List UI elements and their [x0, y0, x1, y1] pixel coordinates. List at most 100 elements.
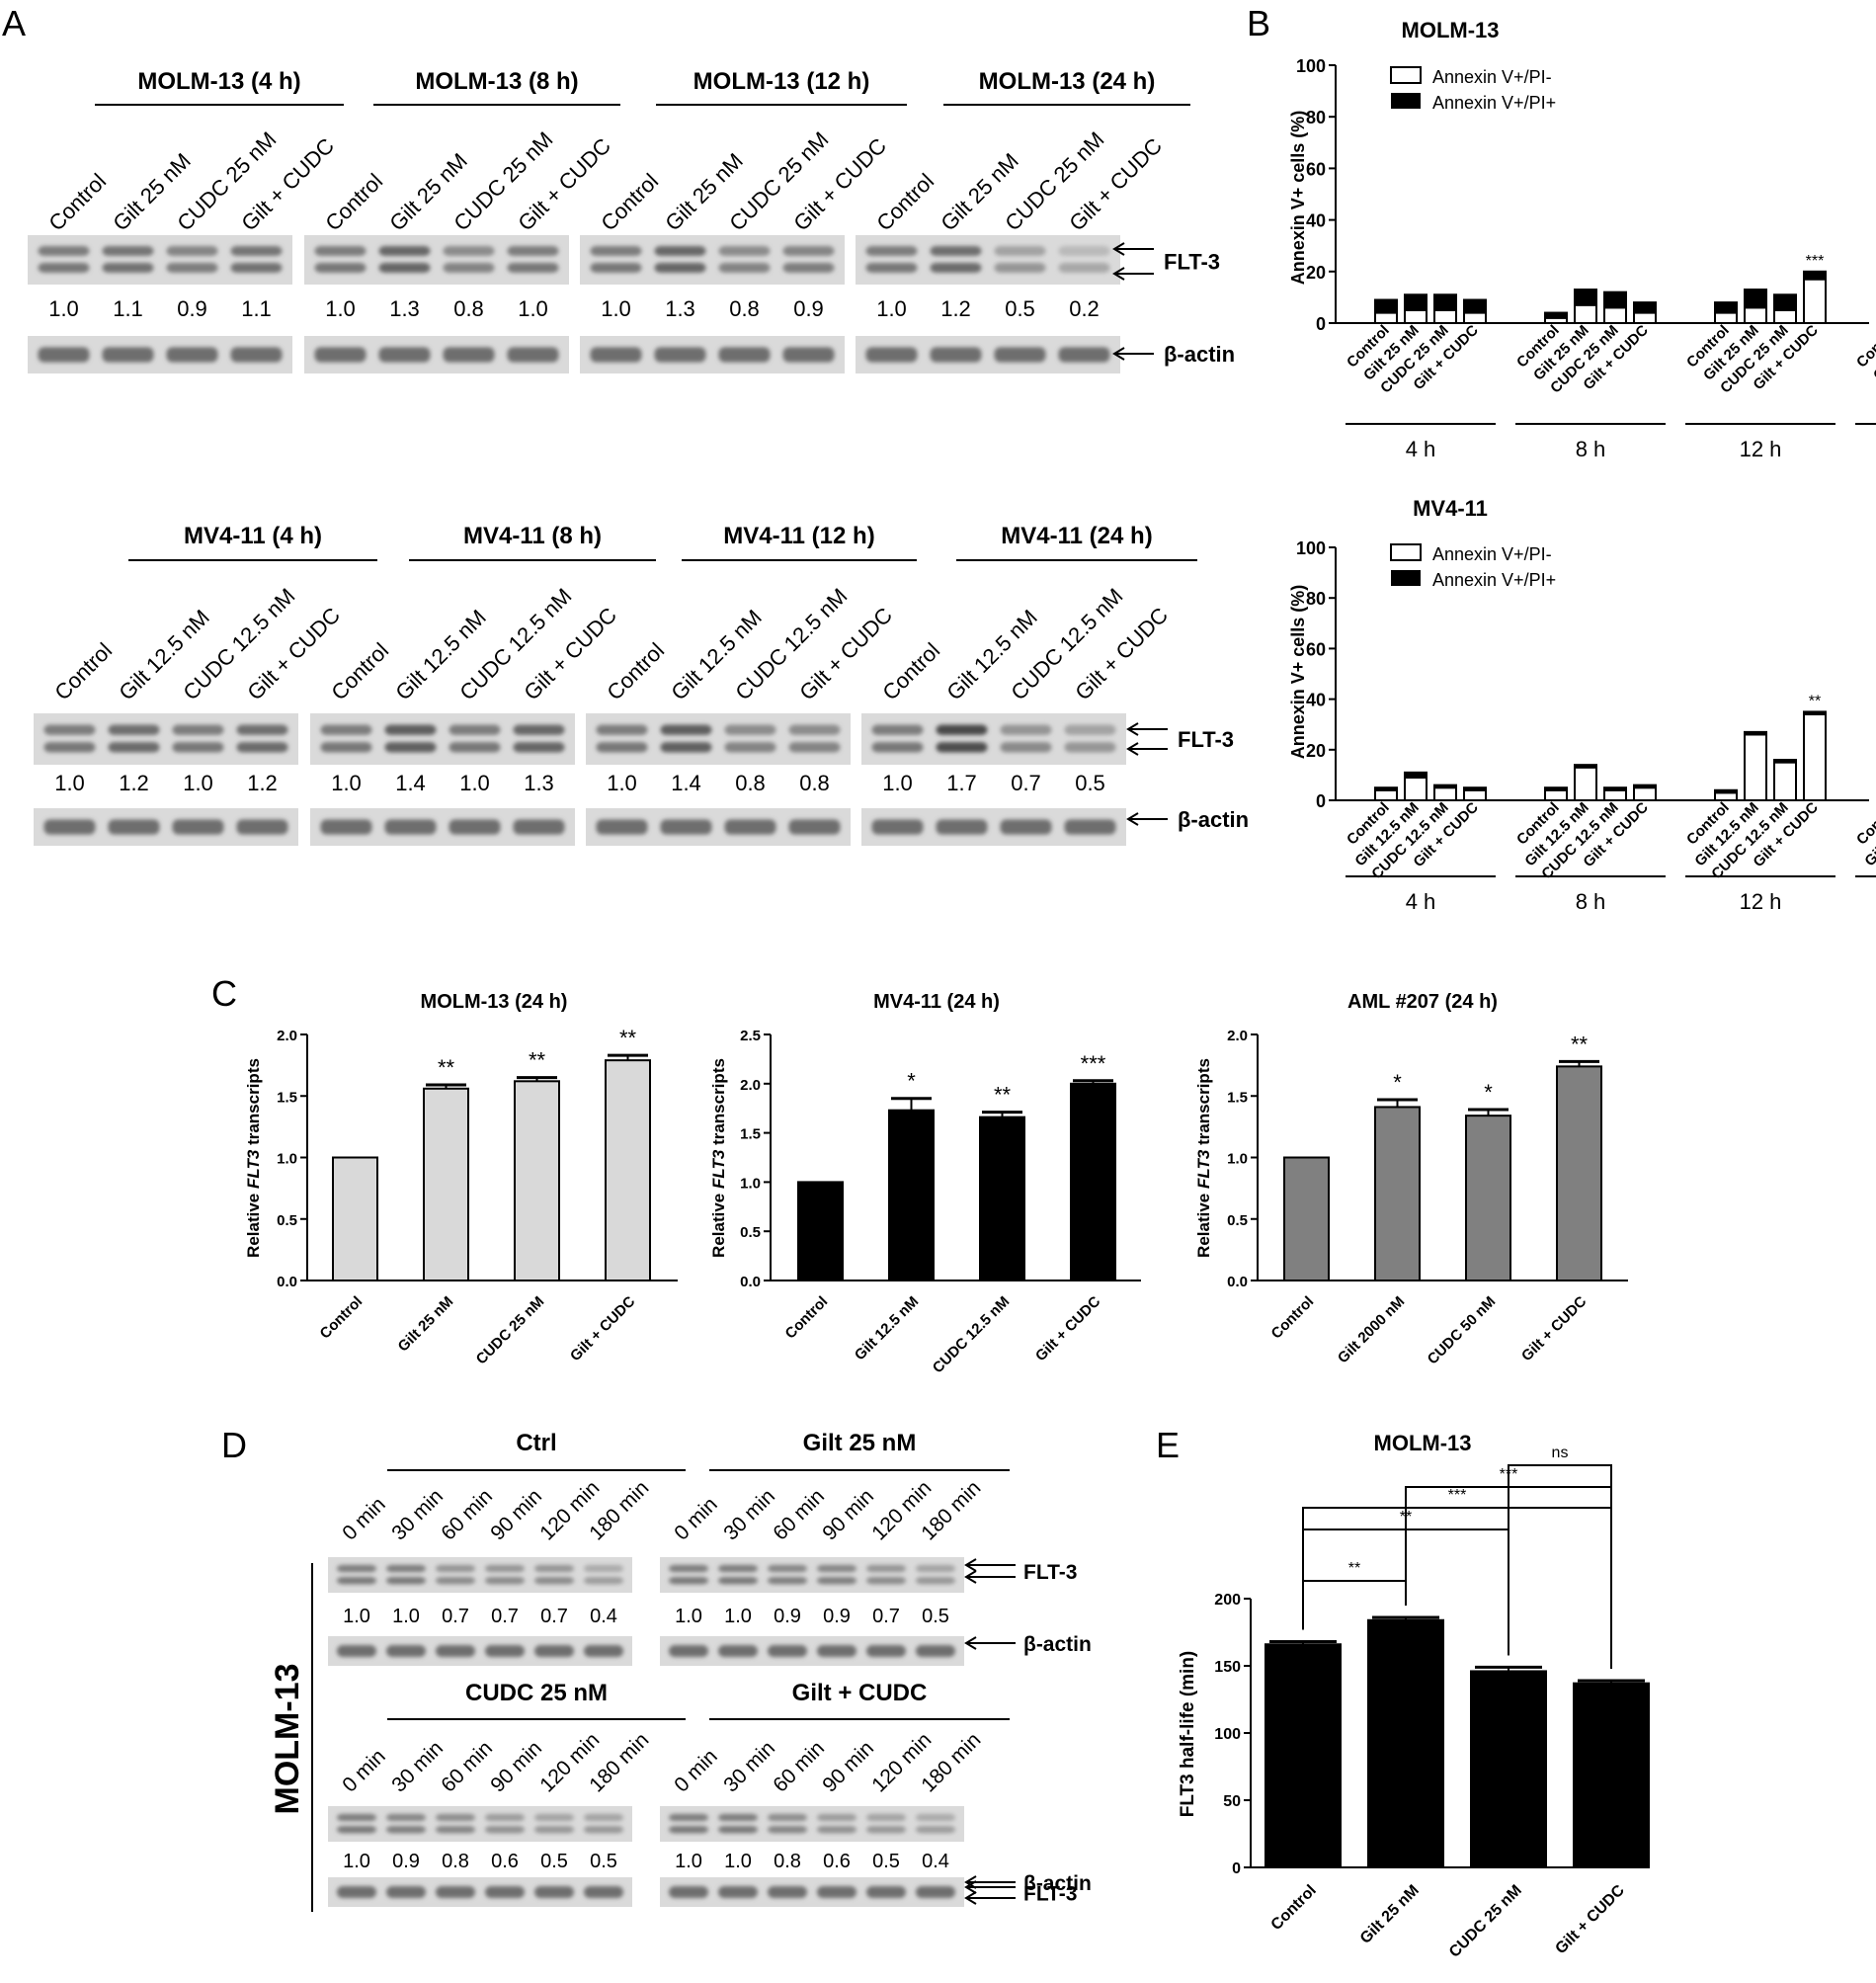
blot-a-5-lane-label: Control [326, 638, 393, 705]
blot-a-2-actin-band [654, 347, 706, 363]
blot-d-3-density-value: 0.5 [872, 1851, 900, 1872]
blot-a-2-flt3-band-lower [590, 263, 642, 273]
arrow-actin-head [964, 1875, 977, 1889]
arrow-actin-head [1112, 347, 1125, 361]
blot-d-3-flt3-band-lower [817, 1826, 856, 1834]
blot-d-2-flt3-strip [328, 1806, 632, 1842]
blot-a-1-actin-band [314, 347, 367, 363]
blot-a-6-title: MV4-11 (12 h) [723, 523, 874, 549]
bar-pi-pos [1574, 289, 1597, 306]
blot-a-6-lane-label: Control [602, 638, 669, 705]
blot-d-1-flt3-band-lower [669, 1577, 708, 1585]
blot-a-3-title: MOLM-13 (24 h) [979, 68, 1156, 95]
bar-pi-pos [1433, 293, 1457, 311]
blot-a-1-flt3-band-upper [443, 246, 495, 256]
blot-a-2-flt3-band-upper [590, 246, 642, 256]
blot-a-6-flt3-band-lower [788, 742, 841, 753]
chart-c-ytick-label: 0.5 [740, 1224, 761, 1241]
blot-a-4-flt3-band-upper [236, 724, 288, 735]
significance-label: * [907, 1069, 916, 1094]
blot-a-4-flt3-band-upper [172, 724, 224, 735]
bar-pi-neg [1744, 733, 1767, 801]
blot-a-0-flt3-band-lower [38, 263, 90, 273]
chart-c-title: AML #207 (24 h) [1347, 991, 1498, 1013]
bar-pi-pos [1803, 270, 1827, 281]
blot-a-2-flt3-band-upper [782, 246, 835, 256]
blot-d-2-actin-band [534, 1886, 574, 1898]
blot-d-2-actin-band [386, 1886, 426, 1898]
chart-b-ytick-label: 60 [1306, 159, 1326, 179]
blot-d-1-flt3-band-lower [866, 1577, 906, 1585]
blot-d-3-actin-strip [660, 1877, 964, 1907]
blot-a-3-density-value: 0.5 [1005, 296, 1035, 321]
blot-a-7-flt3-band-lower [1064, 742, 1116, 753]
blot-d-3-flt3-band-lower [916, 1826, 955, 1834]
blot-a-7-flt3-strip [861, 713, 1126, 765]
group-label: 12 h [1740, 437, 1782, 461]
blot-d-2-density-value: 0.5 [540, 1851, 568, 1872]
blot-d-0-actin-band [584, 1645, 623, 1657]
blot-a-0-density-value: 1.1 [241, 296, 272, 321]
blot-a-3-actin-band [865, 347, 918, 363]
blot-a-6-actin-band [724, 819, 776, 835]
actin-label: β-actin [1023, 1872, 1092, 1895]
chart-b-ytick-label: 40 [1306, 211, 1326, 231]
bar-pi-pos [1433, 784, 1457, 789]
blot-d-3-density-value: 0.4 [922, 1851, 949, 1872]
blot-a-6-flt3-band-upper [724, 724, 776, 735]
ylabel-gene: FLT3 [709, 1149, 728, 1189]
blot-a-3-flt3-strip [856, 235, 1120, 285]
bar-pi-pos [1744, 289, 1767, 309]
blot-d-3-flt3-band-lower [768, 1826, 807, 1834]
blot-d-1-flt3-band-upper [866, 1564, 906, 1573]
blot-d-3-actin-band [866, 1886, 906, 1898]
blot-d-0-flt3-strip [328, 1557, 632, 1593]
blot-a-3-flt3-band-lower [865, 263, 918, 273]
chart-b-title: MOLM-13 [1402, 18, 1500, 42]
blot-a-4-actin-band [108, 819, 160, 835]
blot-d-3-density-value: 0.6 [823, 1851, 851, 1872]
category-label: Gilt + CUDC [567, 1293, 639, 1365]
blot-a-7-flt3-band-upper [936, 724, 988, 735]
blot-a-0-actin-band [166, 347, 218, 363]
category-label: Gilt + CUDC [1032, 1293, 1104, 1365]
blot-a-0-flt3-band-lower [166, 263, 218, 273]
bar [1367, 1618, 1444, 1869]
bar-pi-neg [1463, 311, 1487, 324]
blot-d-0-lane-label: 0 min [338, 1493, 390, 1545]
group-label: 8 h [1576, 889, 1606, 914]
blot-d-0-title: Ctrl [516, 1430, 556, 1456]
blot-d-1-lane-label: 90 min [818, 1485, 878, 1545]
bar-pi-pos [1574, 764, 1597, 769]
chart-b-ytick-label: 80 [1306, 108, 1326, 127]
blot-a-7-density-value: 0.5 [1075, 771, 1105, 795]
blot-d-1-density-value: 0.5 [922, 1606, 949, 1627]
bar-pi-neg [1714, 311, 1738, 324]
bar-pi-pos [1714, 301, 1738, 314]
blot-d-3-flt3-band-lower [866, 1826, 906, 1834]
panel-letter-b: B [1247, 3, 1270, 43]
chart-c-ytick-label: 1.0 [740, 1175, 761, 1192]
blot-a-0-flt3-band-upper [38, 246, 90, 256]
blot-a-7-actin-band [1064, 819, 1116, 835]
blot-d-3-flt3-band-lower [669, 1826, 708, 1834]
blot-a-4-density-value: 1.0 [183, 771, 213, 795]
blot-a-5-density-value: 1.3 [524, 771, 554, 795]
bar-pi-neg [1574, 766, 1597, 801]
arrow-actin-head [964, 1636, 977, 1650]
blot-a-7-actin-band [871, 819, 924, 835]
blot-d-2-actin-band [584, 1886, 623, 1898]
blot-a-1-flt3-band-upper [378, 246, 431, 256]
bar [1374, 1106, 1421, 1281]
ylabel-part: transcripts [1194, 1058, 1213, 1150]
blot-a-4-flt3-strip [34, 713, 298, 765]
category-label: Gilt + CUDC [1552, 1881, 1628, 1957]
category-label: Control [317, 1293, 367, 1343]
blot-a-5-title: MV4-11 (8 h) [463, 523, 602, 549]
blot-d-2-flt3-band-lower [337, 1826, 376, 1834]
category-label: CUDC 50 nM [1425, 1293, 1500, 1368]
blot-d-3-density-value: 1.0 [675, 1851, 702, 1872]
blot-a-2-flt3-band-lower [654, 263, 706, 273]
bar [1283, 1156, 1330, 1281]
